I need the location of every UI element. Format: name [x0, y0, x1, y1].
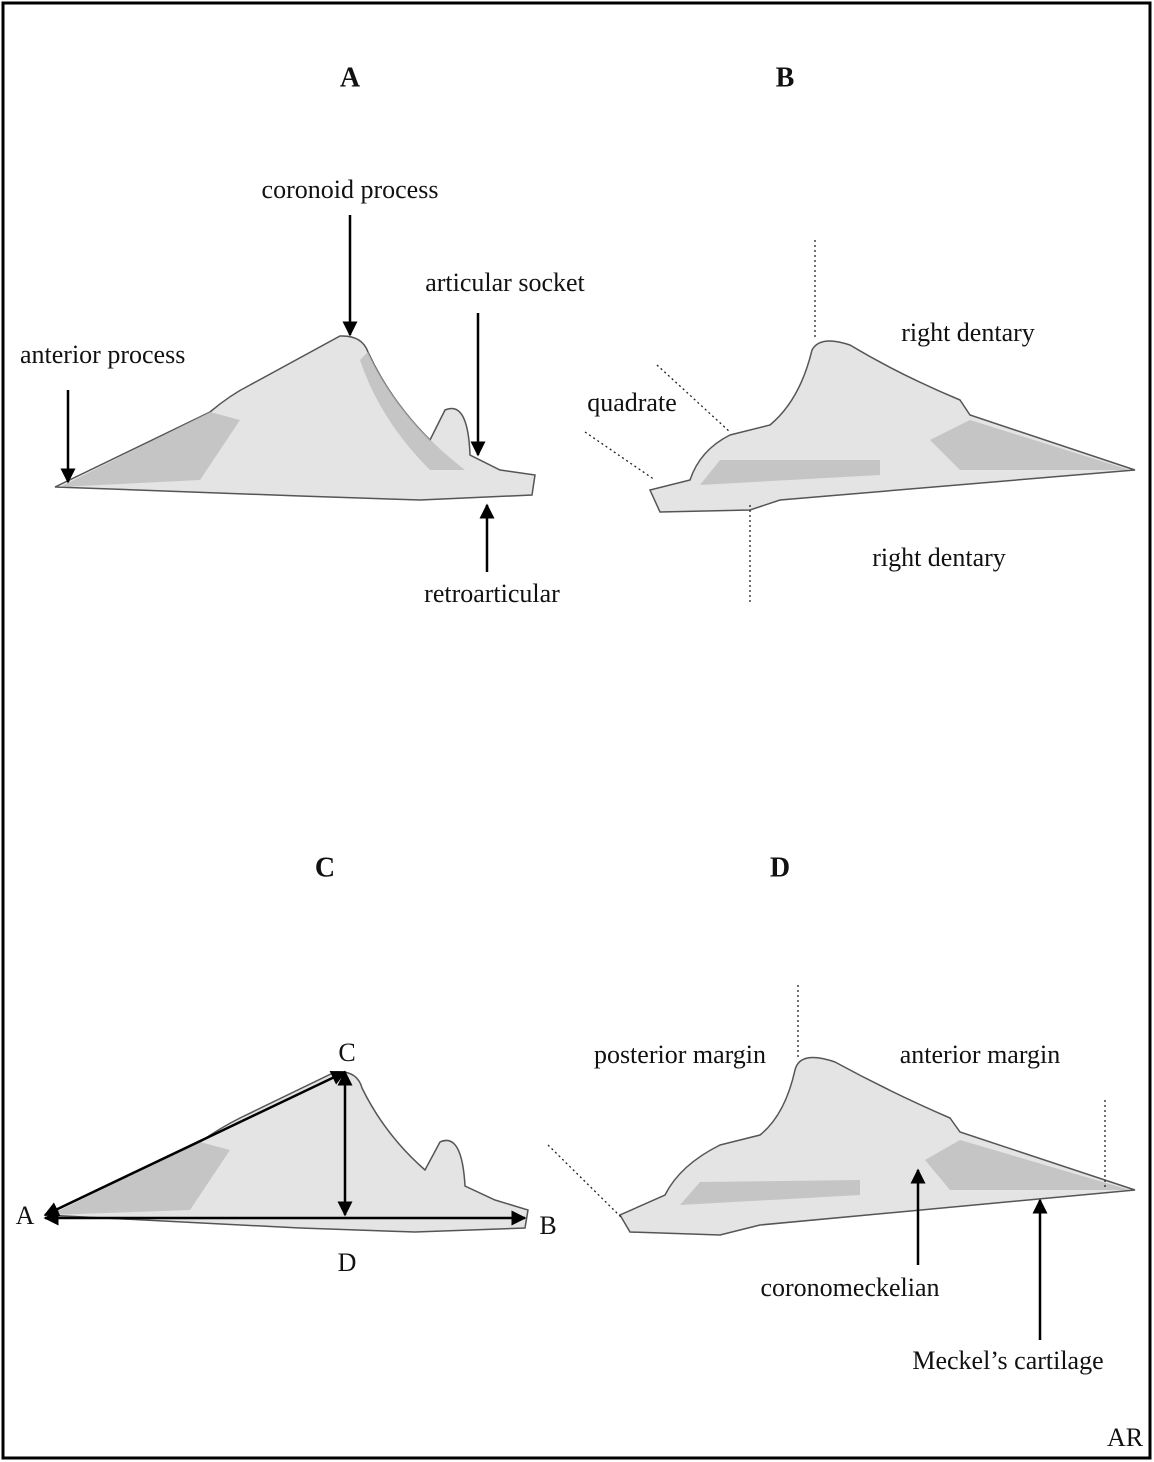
panel-c: C C A B D: [16, 852, 557, 1277]
label: articular socket: [425, 268, 585, 297]
bone-drawing: [618, 1056, 1136, 1236]
label: coronomeckelian: [760, 1273, 939, 1302]
label: posterior margin: [594, 1040, 766, 1069]
bone-shading: [60, 352, 465, 487]
panel-letter: C: [315, 852, 335, 883]
point-label: D: [338, 1248, 357, 1277]
point-label: A: [16, 1201, 35, 1230]
label: quadrate: [587, 388, 677, 417]
leader-line: [656, 364, 731, 433]
bone-shading: [680, 1140, 1130, 1205]
label: anterior margin: [900, 1040, 1061, 1069]
panel-letter: A: [340, 62, 361, 93]
label: right dentary: [901, 318, 1035, 347]
panel-letter: D: [770, 852, 790, 883]
measure-line: [43, 1070, 347, 1217]
point-label: C: [338, 1038, 355, 1067]
signature: AR: [1107, 1423, 1144, 1452]
bone-drawing: [648, 340, 1136, 513]
leader-line: [584, 431, 656, 481]
label: right dentary: [872, 543, 1006, 572]
label: retroarticular: [424, 579, 560, 608]
label: anterior process: [20, 340, 185, 369]
leader-line: [547, 1144, 623, 1219]
label: coronoid process: [262, 175, 439, 204]
panel-letter: B: [776, 62, 795, 93]
panel-a: A coronoid process articular socket ante…: [20, 62, 586, 608]
bone-shading: [700, 420, 1130, 485]
point-label: B: [539, 1211, 556, 1240]
panel-d: D posterior margin anterior margin coron…: [547, 852, 1136, 1375]
panel-b: B right dentary quadrate right dentary: [584, 62, 1136, 605]
label: Meckel’s cartilage: [912, 1346, 1103, 1375]
